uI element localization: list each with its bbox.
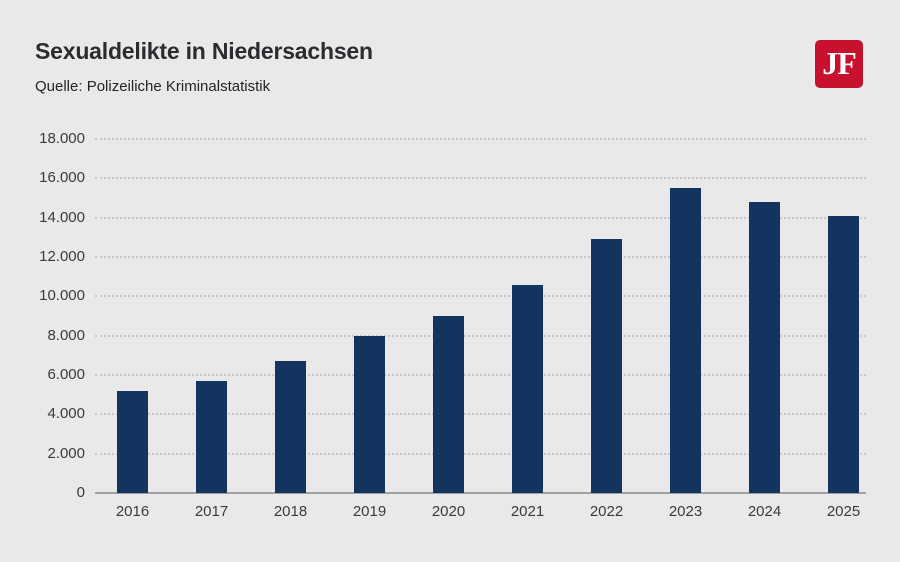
bar-2018	[275, 361, 306, 493]
source-label: Quelle: Polizeiliche Kriminalstatistik	[35, 78, 271, 95]
y-gridline	[95, 177, 866, 180]
y-gridline	[95, 413, 866, 416]
x-tick-label-2022: 2022	[589, 503, 624, 520]
y-tick-label: 12.000	[39, 248, 85, 265]
x-tick-label-2021: 2021	[510, 503, 545, 520]
y-gridline	[95, 452, 866, 455]
bar-2019	[354, 335, 385, 493]
y-tick-label: 16.000	[39, 169, 85, 187]
jf-logo: JF	[815, 40, 863, 88]
bar-2021	[512, 284, 543, 493]
y-gridline	[95, 374, 866, 376]
x-tick-label-2025: 2025	[826, 503, 861, 520]
y-gridline	[95, 334, 866, 337]
x-tick-label-2020: 2020	[431, 503, 466, 520]
bar-2025	[828, 215, 859, 493]
x-tick-label-2018: 2018	[273, 503, 308, 520]
bar-2024	[749, 201, 780, 493]
x-axis-line	[95, 492, 866, 494]
page-title: Sexualdelikte in Niedersachsen	[35, 38, 373, 64]
y-tick-label: 14.000	[39, 208, 85, 226]
bar-2023	[670, 188, 701, 493]
bar-2016	[117, 390, 148, 493]
x-tick-label-2024: 2024	[747, 503, 782, 520]
bar-2017	[196, 380, 227, 493]
x-tick-label-2016: 2016	[115, 503, 150, 520]
y-tick-label: 4.000	[47, 405, 85, 423]
y-tick-label: 10.000	[39, 287, 85, 305]
bar-2022	[591, 239, 622, 493]
y-tick-label: 2.000	[47, 444, 85, 462]
y-gridline	[95, 138, 866, 140]
x-tick-label-2023: 2023	[668, 503, 703, 520]
y-tick-label: 0	[76, 484, 85, 501]
x-tick-label-2017: 2017	[194, 503, 229, 520]
bar-2020	[433, 316, 464, 493]
jf-logo-text: JF	[822, 44, 857, 81]
y-tick-label: 8.000	[47, 326, 85, 344]
x-tick-label-2019: 2019	[352, 503, 387, 520]
y-gridline	[95, 295, 866, 298]
y-tick-label: 6.000	[47, 366, 85, 383]
y-tick-label: 18.000	[39, 130, 85, 147]
y-gridline	[95, 216, 866, 219]
y-gridline	[95, 256, 866, 258]
